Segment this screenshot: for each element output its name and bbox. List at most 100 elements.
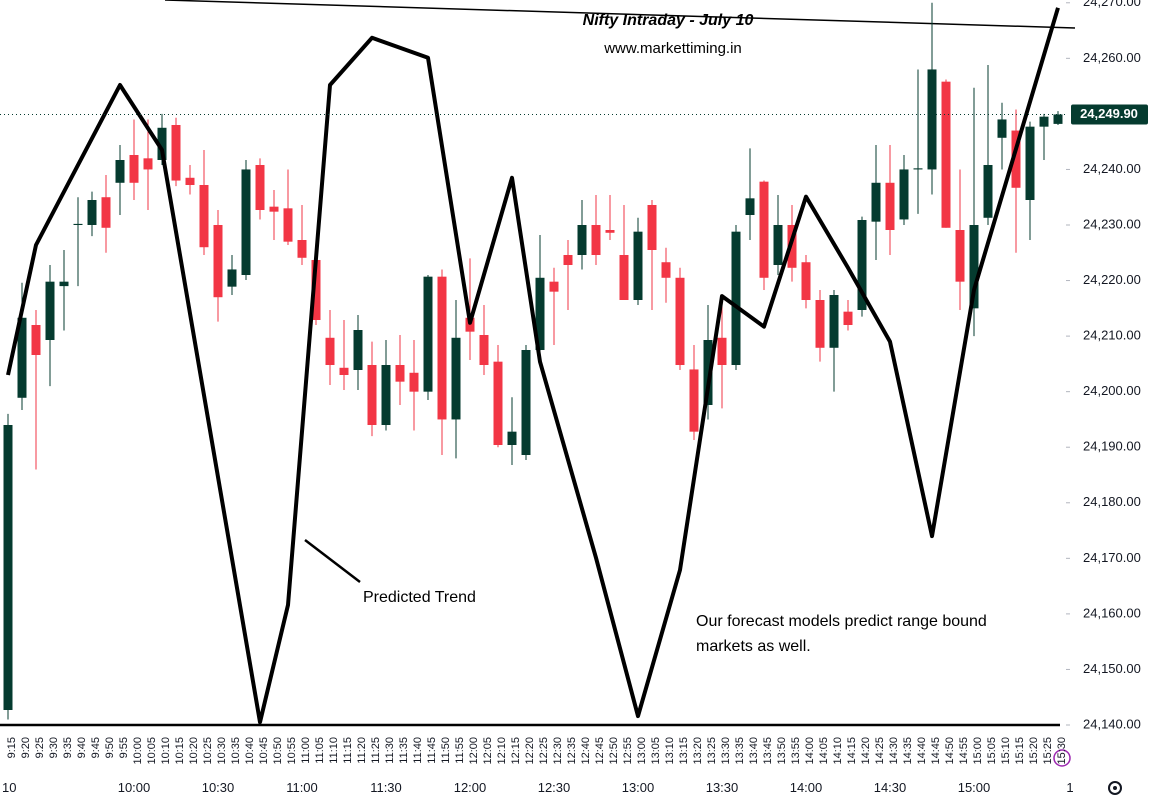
x-axis-label: 10 (2, 780, 16, 795)
candle-body (311, 260, 321, 320)
x-tick-label: 12:45 (594, 737, 606, 765)
x-tick-label: 14:05 (818, 737, 830, 765)
x-tick-label: 14:10 (832, 737, 844, 765)
candle-body (129, 155, 139, 183)
candle-body (885, 182, 895, 230)
candle-body (213, 225, 223, 298)
candle-body (437, 276, 447, 420)
chart-title: Nifty Intraday - July 10 (583, 12, 754, 29)
x-tick-label: 13:40 (748, 737, 760, 765)
candle-body (871, 182, 881, 222)
settings-icon-dot (1113, 786, 1117, 790)
x-tick-label: 10:40 (244, 737, 256, 765)
x-tick-label: 11:50 (440, 737, 452, 764)
candle-body (73, 223, 83, 225)
x-axis-label: 11:30 (370, 780, 402, 795)
x-tick-label: 11:30 (384, 737, 396, 764)
x-tick-label: 12:55 (622, 737, 634, 765)
candle-body (1039, 116, 1049, 127)
x-tick-label: 13:30 (720, 737, 732, 765)
candle-body (115, 160, 125, 183)
candle-body (997, 119, 1007, 138)
candle-body (577, 225, 587, 255)
candle-body (493, 361, 503, 445)
candle-body (815, 300, 825, 348)
candle-body (633, 231, 643, 300)
trend-annotation: Predicted Trend (363, 589, 476, 606)
candle-body (17, 317, 27, 398)
candle-body (661, 262, 671, 278)
x-axis-label: 10:00 (118, 780, 151, 795)
x-tick-label: 13:55 (790, 737, 802, 765)
candle-body (983, 165, 993, 218)
candle-body (381, 365, 391, 425)
candle-body (507, 431, 517, 445)
candle-body (675, 277, 685, 365)
x-tick-label: 14:20 (860, 737, 872, 765)
x-tick-label: 14:35 (902, 737, 914, 765)
timezone-icon[interactable] (1053, 749, 1071, 767)
candle-body (1011, 130, 1021, 188)
candle-body (87, 200, 97, 225)
settings-icon[interactable] (1108, 781, 1122, 795)
x-tick-label: 10:50 (272, 737, 284, 765)
candle-body (843, 311, 853, 325)
x-tick-label: 9:25 (34, 737, 46, 758)
x-axis-label: 12:30 (538, 780, 571, 795)
x-tick-label: 10:35 (230, 737, 242, 765)
x-tick-label: 12:40 (580, 737, 592, 765)
x-tick-label: 13:15 (678, 737, 690, 765)
x-axis-label: 15:00 (958, 780, 991, 795)
x-tick-label: 10:25 (202, 737, 214, 765)
x-tick-label: 11:15 (342, 737, 354, 764)
candle-body (31, 325, 41, 355)
x-tick-label: 10:20 (188, 737, 200, 765)
x-tick-label: 15:00 (972, 737, 984, 765)
x-tick-label: 11:55 (454, 737, 466, 764)
x-axis-label: 13:30 (706, 780, 739, 795)
candle-body (927, 69, 937, 170)
candle-body (731, 231, 741, 365)
candle-body (717, 337, 727, 365)
x-tick-label: 13:35 (734, 737, 746, 765)
x-tick-label: 11:45 (426, 737, 438, 764)
candle-body (409, 372, 419, 392)
y-tick-label: 24,240.00 (1083, 161, 1141, 176)
candle-body (619, 255, 629, 300)
candle-body (199, 185, 209, 248)
x-tick-label: 13:00 (636, 737, 648, 765)
candle-body (423, 276, 433, 392)
candle-body (269, 206, 279, 212)
x-tick-label: 13:05 (650, 737, 662, 765)
x-tick-label: 11:20 (356, 737, 368, 764)
x-axis-label: 11:00 (286, 780, 318, 795)
x-tick-label: 14:45 (930, 737, 942, 765)
y-tick-label: 24,220.00 (1083, 272, 1141, 287)
y-tick-label: 24,210.00 (1083, 328, 1141, 343)
trend-line (6, 7, 1060, 725)
x-tick-label: 13:25 (706, 737, 718, 765)
candle-body (969, 225, 979, 309)
x-tick-label: 9:45 (90, 737, 102, 758)
x-tick-label: 12:00 (468, 737, 480, 765)
x-tick-label: 11:25 (370, 737, 382, 764)
candle-body (689, 369, 699, 432)
x-tick-label: 10:05 (146, 737, 158, 765)
x-tick-label: 12:25 (538, 737, 550, 765)
x-tick-label: 14:25 (874, 737, 886, 765)
x-tick-label: 11:35 (398, 737, 410, 764)
chart-subtitle: www.markettiming.in (603, 40, 742, 57)
y-tick-label: 24,170.00 (1083, 550, 1141, 565)
candle-body (45, 281, 55, 340)
x-axis-label: 12:00 (454, 780, 487, 795)
x-tick-label: 14:30 (888, 737, 900, 765)
x-axis-label: 14:30 (874, 780, 907, 795)
x-tick-label: 9:50 (104, 737, 116, 758)
y-tick-label: 24,180.00 (1083, 494, 1141, 509)
x-tick-label: 9:30 (48, 737, 60, 758)
x-tick-label: 11:00 (300, 737, 312, 764)
y-tick-label: 24,160.00 (1083, 605, 1141, 620)
x-tick-label: 15:25 (1042, 737, 1054, 765)
candle-body (745, 198, 755, 215)
x-tick-label: 9:40 (76, 737, 88, 758)
